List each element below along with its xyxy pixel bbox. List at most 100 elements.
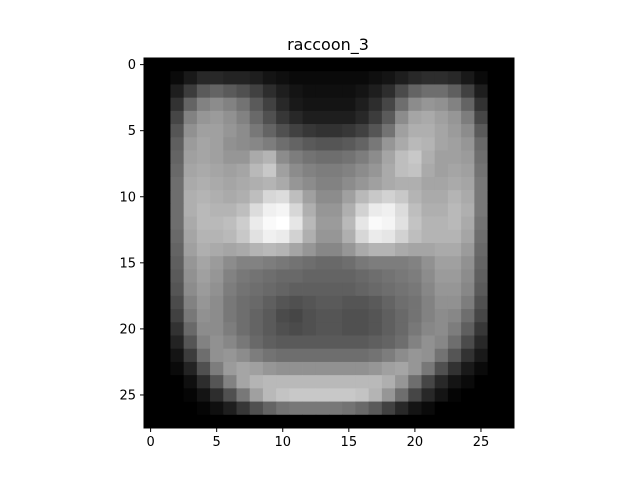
heatmap-cell <box>447 256 462 270</box>
heatmap-cell <box>289 309 303 323</box>
heatmap-cell <box>157 361 171 376</box>
heatmap-cell <box>276 190 290 204</box>
heatmap-cell <box>500 401 515 416</box>
heatmap-cell <box>355 361 370 376</box>
heatmap-cell <box>302 97 317 112</box>
heatmap-cell <box>196 282 211 297</box>
heatmap-cell <box>236 335 251 350</box>
heatmap-cell <box>262 361 277 376</box>
heatmap-cell <box>447 388 462 402</box>
heatmap-cell <box>315 71 330 85</box>
heatmap-cell <box>461 84 475 99</box>
heatmap-cell <box>236 361 251 376</box>
heatmap-cell <box>276 203 290 217</box>
heatmap-cell <box>487 335 502 350</box>
heatmap-cell <box>196 256 211 270</box>
heatmap-cell <box>421 203 436 217</box>
heatmap-cell <box>249 203 264 217</box>
heatmap-cell <box>461 163 475 178</box>
heatmap-cell <box>342 190 356 204</box>
heatmap-cell <box>355 256 370 270</box>
heatmap-cell <box>302 176 317 191</box>
heatmap-cell <box>315 243 330 257</box>
heatmap-cell <box>487 58 502 72</box>
heatmap-cell <box>461 309 475 323</box>
heatmap-cell <box>421 176 436 191</box>
heatmap-cell <box>368 229 383 244</box>
heatmap-cell <box>447 71 462 85</box>
plot-frame <box>143 57 515 429</box>
heatmap-cell <box>329 335 343 350</box>
heatmap-cell <box>421 243 436 257</box>
y-tick-label: 0 <box>128 58 136 73</box>
heatmap-cell <box>329 256 343 270</box>
heatmap-cell <box>183 84 198 99</box>
heatmap-cell <box>395 243 409 257</box>
heatmap-cell <box>223 163 237 178</box>
heatmap-cell <box>368 137 383 151</box>
heatmap-cell <box>355 282 370 297</box>
heatmap-cell <box>395 124 409 138</box>
heatmap-cell <box>144 361 158 376</box>
heatmap-cell <box>355 229 370 244</box>
heatmap-cell <box>315 58 330 72</box>
heatmap-cell <box>395 110 409 125</box>
heatmap-cell <box>276 309 290 323</box>
heatmap-cell <box>474 124 488 138</box>
heatmap-cell <box>434 388 449 402</box>
heatmap-cell <box>223 414 237 429</box>
heatmap-cell <box>421 401 436 416</box>
heatmap-cell <box>302 163 317 178</box>
heatmap-cell <box>342 269 356 284</box>
heatmap-cell <box>355 71 370 85</box>
heatmap-cell <box>329 229 343 244</box>
heatmap-cell <box>474 388 488 402</box>
heatmap-cell <box>236 243 251 257</box>
heatmap-cell <box>183 216 198 231</box>
heatmap-cell <box>355 137 370 151</box>
heatmap-cell <box>276 243 290 257</box>
heatmap-cell <box>421 361 436 376</box>
heatmap-cell <box>355 150 370 165</box>
heatmap-cell <box>408 348 422 363</box>
heatmap-cell <box>487 216 502 231</box>
heatmap-cell <box>144 190 158 204</box>
heatmap-cell <box>276 401 290 416</box>
heatmap-cell <box>196 348 211 363</box>
heatmap-cell <box>447 110 462 125</box>
heatmap-cell <box>461 335 475 350</box>
heatmap-cell <box>183 137 198 151</box>
heatmap-cell <box>434 375 449 389</box>
heatmap-cell <box>421 58 436 72</box>
heatmap-cell <box>447 282 462 297</box>
heatmap-cell <box>474 243 488 257</box>
heatmap-cell <box>183 190 198 204</box>
heatmap-cell <box>157 110 171 125</box>
heatmap-cell <box>342 58 356 72</box>
heatmap-cell <box>381 124 396 138</box>
heatmap-cell <box>223 401 237 416</box>
heatmap-cell <box>315 309 330 323</box>
heatmap-cell <box>355 401 370 416</box>
heatmap-cell <box>461 243 475 257</box>
heatmap-cell <box>144 97 158 112</box>
heatmap-cell <box>408 163 422 178</box>
heatmap-cell <box>355 84 370 99</box>
heatmap-cell <box>421 216 436 231</box>
heatmap-cell <box>276 150 290 165</box>
heatmap-cell <box>315 348 330 363</box>
heatmap-cell <box>196 203 211 217</box>
heatmap-cell <box>329 401 343 416</box>
heatmap-cell <box>434 110 449 125</box>
heatmap-cell <box>276 256 290 270</box>
heatmap-cell <box>170 361 185 376</box>
heatmap-cell <box>381 110 396 125</box>
heatmap-cell <box>461 256 475 270</box>
heatmap-cell <box>289 295 303 310</box>
heatmap-cell <box>408 229 422 244</box>
heatmap-cell <box>474 269 488 284</box>
heatmap-cell <box>395 229 409 244</box>
heatmap-cell <box>329 163 343 178</box>
heatmap-cell <box>434 84 449 99</box>
heatmap-cell <box>355 388 370 402</box>
